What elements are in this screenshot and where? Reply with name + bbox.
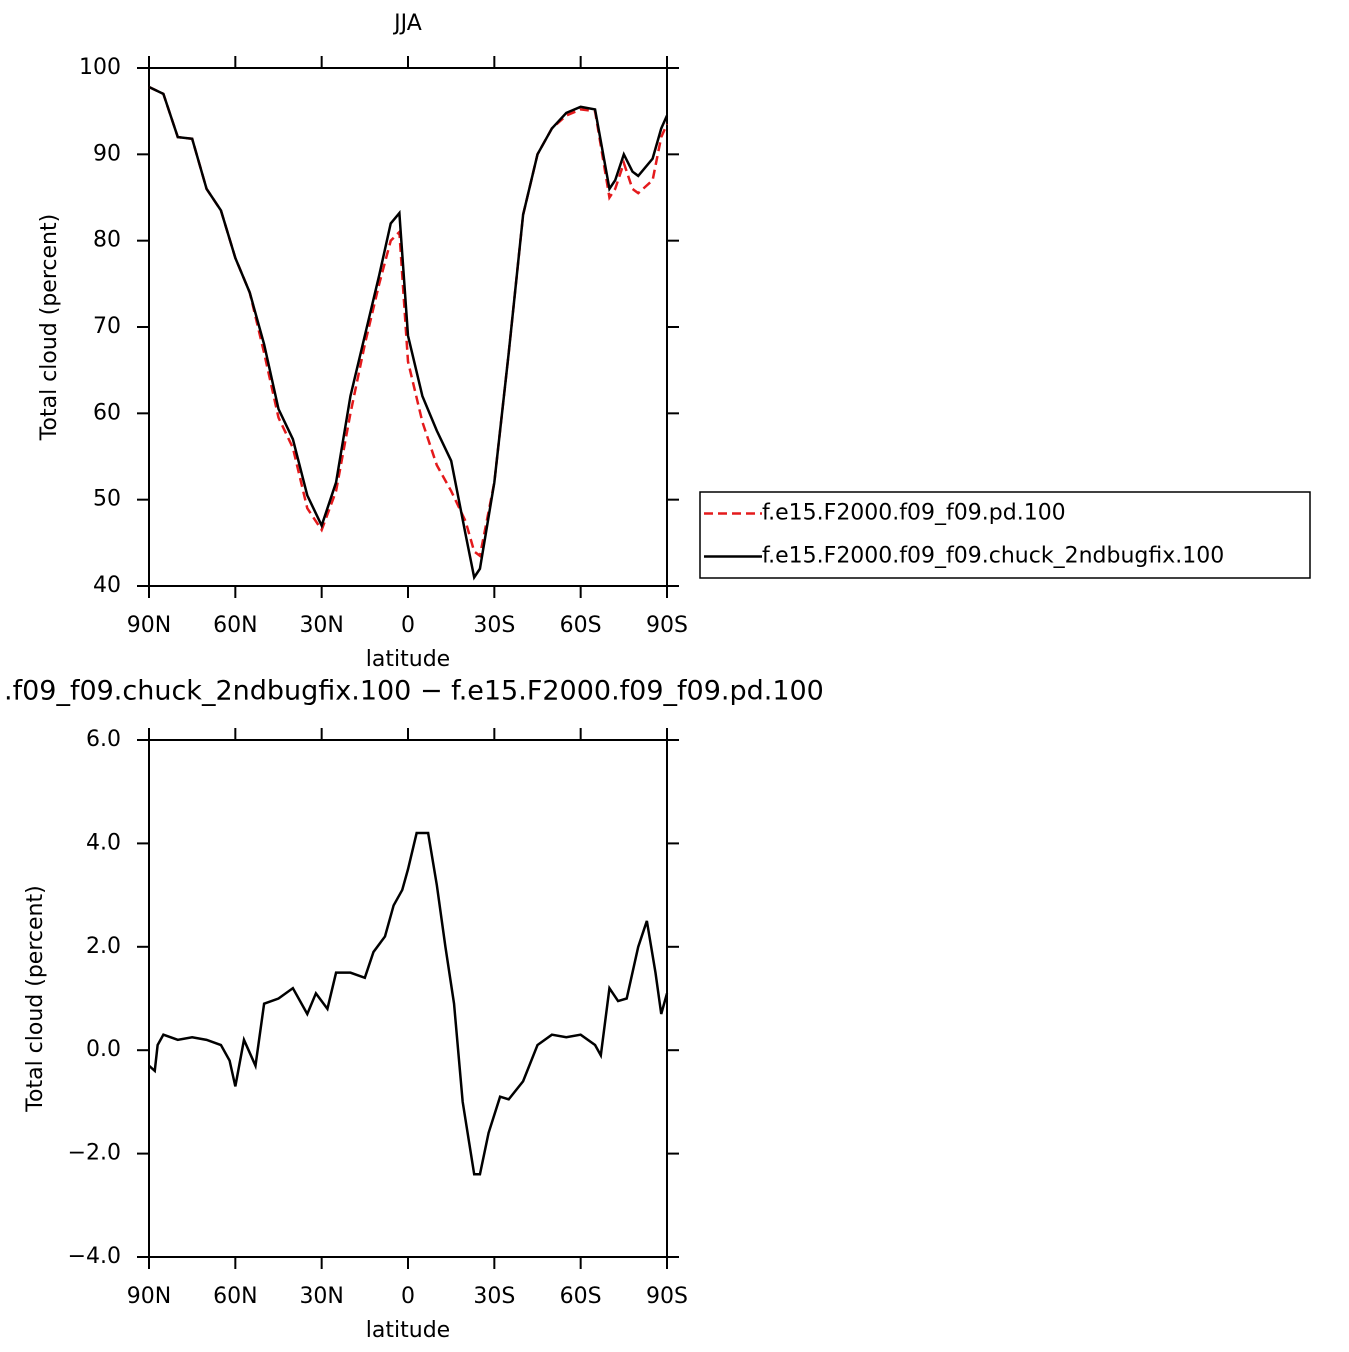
x-tick-label: 30S (473, 1284, 515, 1309)
x-tick-label: 90S (646, 613, 688, 638)
chart-title: .f09_f09.chuck_2ndbugfix.100 − f.e15.F20… (4, 676, 824, 707)
data-line (148, 831, 669, 1176)
legend-box (699, 491, 1311, 579)
x-tick-label: 60S (560, 1284, 602, 1309)
chart-title: JJA (392, 11, 422, 36)
x-tick-label: 30N (299, 613, 343, 638)
legend-label: f.e15.F2000.f09_f09.pd.100 (762, 501, 1066, 526)
y-tick-label: 100 (79, 55, 121, 80)
x-tick-label: 60N (213, 1284, 257, 1309)
x-tick-label: 30N (299, 1284, 343, 1309)
y-tick-label: 60 (93, 400, 121, 425)
y-tick-label: 6.0 (86, 727, 121, 752)
x-tick-label: 90S (646, 1284, 688, 1309)
x-tick-label: 90N (127, 613, 171, 638)
y-tick-label: 40 (93, 573, 121, 598)
y-tick-label: 50 (93, 487, 121, 512)
plot-frame (148, 67, 668, 587)
x-axis-label: latitude (366, 1318, 450, 1343)
y-tick-label: 4.0 (86, 830, 121, 855)
x-tick-label: 30S (473, 613, 515, 638)
y-axis-label: Total cloud (percent) (37, 214, 62, 441)
x-tick-label: 90N (127, 1284, 171, 1309)
y-tick-label: −2.0 (68, 1141, 121, 1166)
data-line (148, 85, 669, 581)
y-tick-label: 2.0 (86, 934, 121, 959)
x-tick-label: 60S (560, 613, 602, 638)
y-tick-label: 80 (93, 228, 121, 253)
y-tick-label: 90 (93, 141, 121, 166)
y-tick-label: 0.0 (86, 1037, 121, 1062)
y-tick-label: −4.0 (68, 1244, 121, 1269)
y-tick-label: 70 (93, 314, 121, 339)
data-line (148, 85, 669, 558)
x-tick-label: 0 (401, 613, 415, 638)
x-tick-label: 0 (401, 1284, 415, 1309)
y-axis-label: Total cloud (percent) (23, 885, 48, 1112)
x-tick-label: 60N (213, 613, 257, 638)
x-axis-label: latitude (366, 647, 450, 672)
legend-label: f.e15.F2000.f09_f09.chuck_2ndbugfix.100 (762, 544, 1224, 569)
plot-frame (148, 739, 668, 1258)
